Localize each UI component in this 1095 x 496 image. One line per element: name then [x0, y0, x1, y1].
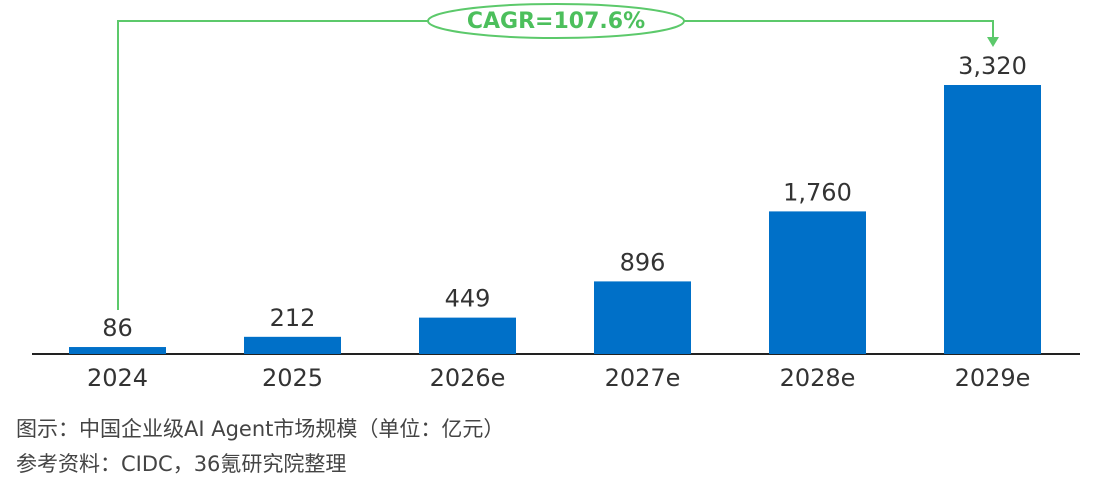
bar [69, 347, 166, 354]
x-tick-label: 2024 [87, 364, 148, 392]
value-label: 896 [620, 248, 666, 276]
value-label: 449 [445, 285, 491, 313]
cagr-line [117, 20, 428, 310]
bar [944, 85, 1041, 354]
x-tick-label: 2029e [955, 364, 1031, 392]
source: 参考资料：CIDC，36氪研究院整理 [16, 452, 346, 476]
value-label: 86 [102, 314, 133, 342]
bar [594, 281, 691, 354]
cagr-line [684, 20, 994, 40]
value-label: 3,320 [958, 52, 1027, 80]
x-tick-label: 2025 [262, 364, 323, 392]
x-tick-label: 2028e [780, 364, 856, 392]
cagr-label: CAGR=107.6% [467, 9, 645, 34]
cagr-arrow [987, 37, 999, 47]
value-label: 212 [270, 304, 316, 332]
bar [769, 211, 866, 354]
x-tick-label: 2026e [430, 364, 506, 392]
bar [419, 317, 516, 354]
value-label: 1,760 [783, 178, 852, 206]
x-tick-label: 2027e [605, 364, 681, 392]
cagr-ellipse [427, 3, 685, 39]
caption: 图示：中国企业级AI Agent市场规模（单位：亿元） [16, 417, 504, 441]
bar [244, 336, 341, 354]
